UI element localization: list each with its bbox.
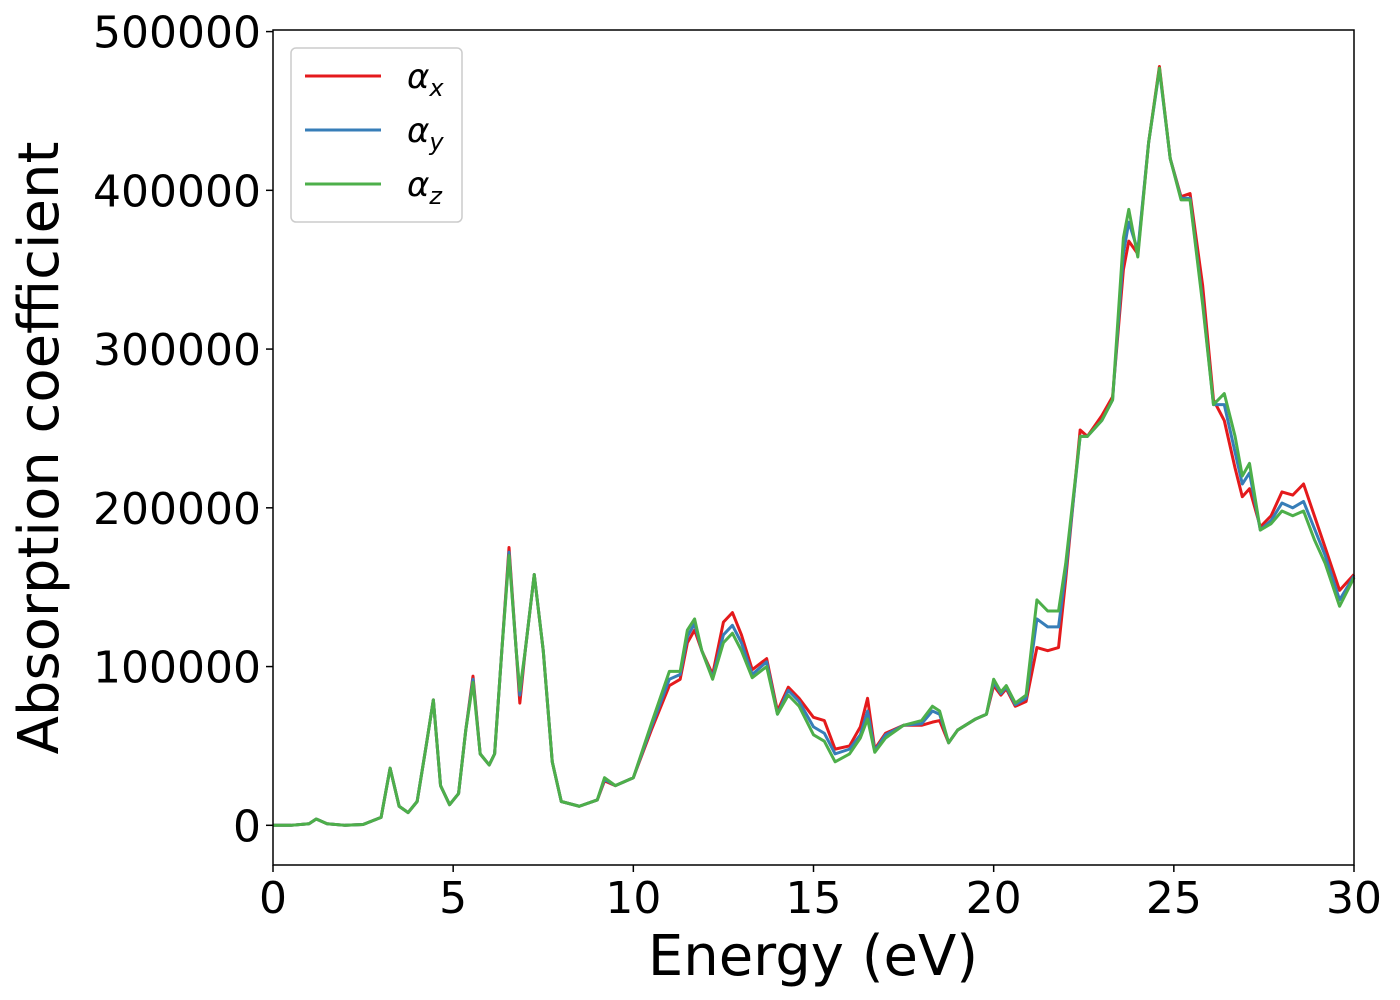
- legend-label: αy: [407, 111, 444, 156]
- x-tick-label: 5: [439, 873, 467, 924]
- y-tick-label: 400000: [93, 166, 261, 217]
- y-tick-label: 200000: [93, 484, 261, 535]
- y-tick-label: 500000: [93, 8, 261, 59]
- y-tick-label: 0: [233, 801, 261, 852]
- y-tick-label: 100000: [93, 643, 261, 694]
- x-tick-label: 10: [605, 873, 661, 924]
- plot-frame: [272, 29, 1355, 866]
- x-axis-label: Energy (eV): [648, 924, 978, 989]
- series-line: [273, 66, 1356, 827]
- legend-label: αx: [407, 57, 444, 102]
- x-tick-label: 25: [1146, 873, 1202, 924]
- x-tick-label: 30: [1326, 873, 1382, 924]
- legend-label: αz: [407, 165, 443, 210]
- x-tick-label: 20: [966, 873, 1022, 924]
- y-tick-label: 300000: [93, 325, 261, 376]
- y-axis-label: Absorption coefficient: [7, 142, 72, 755]
- x-tick-label: 15: [786, 873, 842, 924]
- x-tick-label: 0: [259, 873, 287, 924]
- legend-box: [290, 47, 463, 223]
